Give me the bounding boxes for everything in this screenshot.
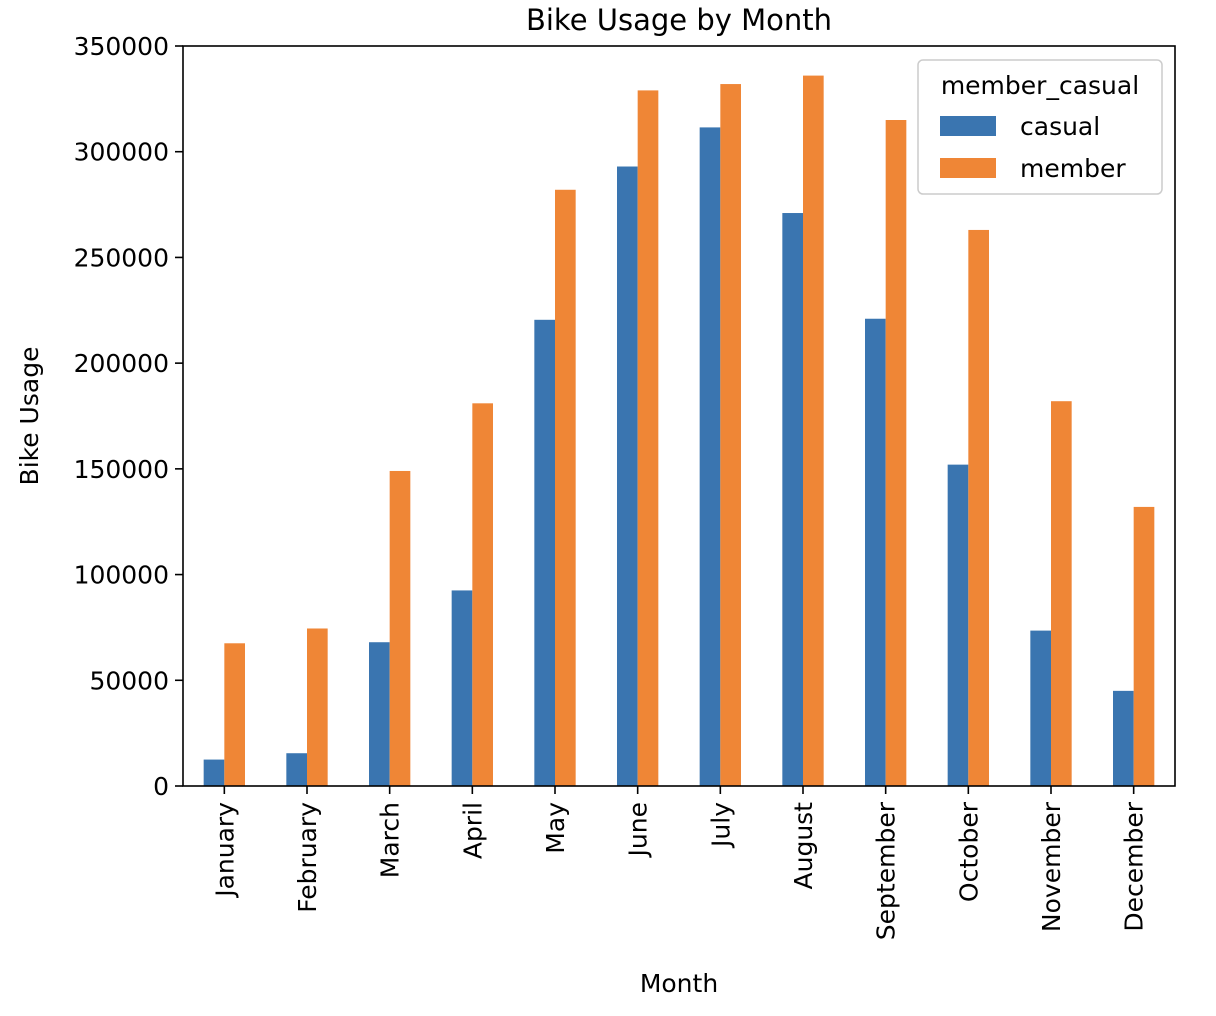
bar-casual-december	[1113, 690, 1134, 786]
legend-swatch-casual	[940, 116, 996, 136]
x-tick-label: July	[706, 802, 735, 849]
bar-casual-march	[369, 642, 390, 786]
y-tick-label: 300000	[74, 138, 169, 167]
bar-member-december	[1133, 506, 1155, 786]
bar-casual-february	[286, 753, 307, 786]
bar-member-october	[968, 229, 989, 786]
y-tick-label: 50000	[89, 666, 169, 695]
bar-casual-july	[699, 127, 721, 786]
legend-title: member_casual	[941, 71, 1139, 100]
y-tick-label: 200000	[74, 349, 169, 378]
x-tick-label: June	[624, 802, 653, 858]
bar-member-march	[389, 470, 411, 786]
y-tick-label: 0	[153, 772, 169, 801]
legend: member_casual casual member	[917, 59, 1163, 195]
bar-member-september	[885, 120, 907, 786]
x-tick-label: May	[541, 802, 570, 854]
x-tick-label: November	[1037, 801, 1066, 932]
y-tick-label: 250000	[74, 243, 169, 272]
x-tick-label: April	[458, 802, 487, 859]
x-tick-label: December	[1120, 801, 1149, 931]
bar-member-february	[307, 628, 328, 786]
bar-member-may	[555, 189, 576, 786]
legend-swatch-member	[940, 158, 996, 178]
bar-member-november	[1051, 401, 1072, 786]
x-tick-label: October	[954, 801, 983, 902]
bar-member-june	[637, 90, 659, 786]
x-axis-label: Month	[640, 969, 718, 998]
bar-casual-november	[1030, 630, 1051, 786]
bar-member-july	[720, 84, 741, 787]
bar-casual-october	[947, 464, 969, 786]
x-tick-label: March	[376, 802, 405, 878]
bar-casual-june	[617, 166, 638, 786]
bar-casual-september	[865, 318, 886, 786]
x-tick-label: January	[210, 802, 239, 899]
bar-casual-january	[203, 759, 225, 786]
x-tick-label: August	[789, 802, 818, 890]
bar-member-january	[224, 643, 245, 786]
legend-label-member: member	[1020, 154, 1126, 183]
bar-casual-august	[782, 213, 803, 786]
bar-casual-april	[451, 590, 473, 786]
chart-title: Bike Usage by Month	[526, 3, 832, 37]
x-tick-label: February	[293, 802, 322, 913]
bar-member-april	[472, 403, 493, 786]
bar-casual-may	[534, 319, 555, 786]
y-tick-label: 100000	[74, 561, 169, 590]
plot-frame	[182, 45, 1176, 787]
x-tick-label: September	[872, 801, 901, 940]
y-tick-label: 350000	[74, 32, 169, 61]
y-axis-label: Bike Usage	[15, 347, 44, 486]
bar-member-august	[803, 75, 824, 787]
legend-label-casual: casual	[1020, 112, 1100, 141]
y-tick-label: 150000	[74, 455, 169, 484]
